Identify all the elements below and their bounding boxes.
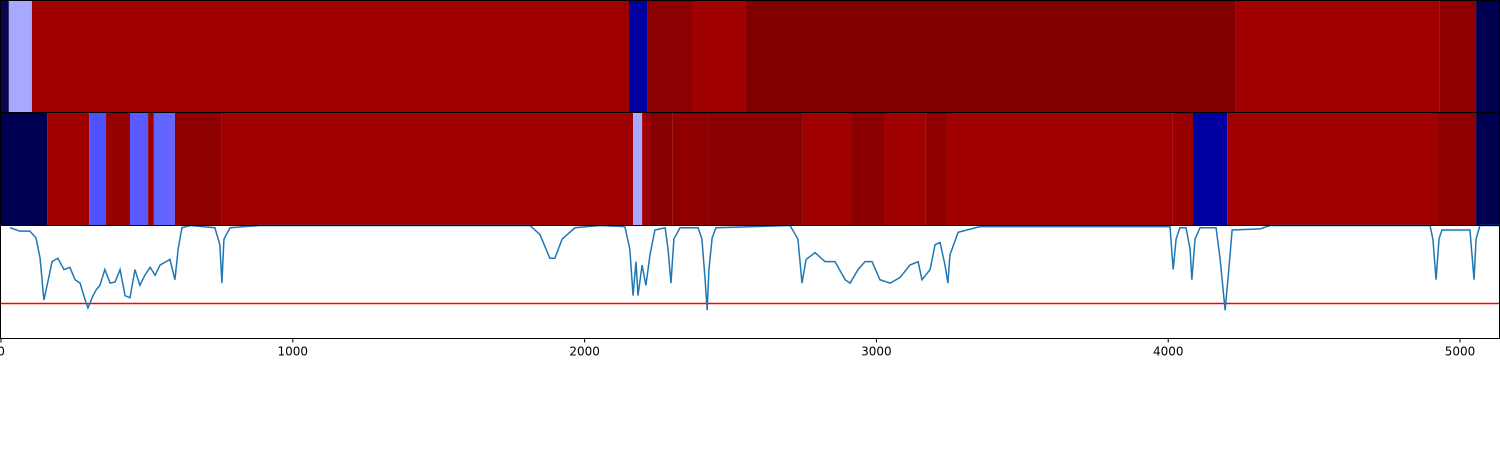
- heat-cell: [89, 112, 107, 226]
- heat-cell: [884, 112, 926, 226]
- heat-cell: [672, 112, 709, 226]
- x-tick-label: 2000: [569, 344, 600, 358]
- heat-cell: [1193, 112, 1228, 226]
- x-tick-label: 5000: [1445, 344, 1476, 358]
- panel-frame: [0, 225, 1500, 339]
- x-tick-label: 4000: [1153, 344, 1184, 358]
- heat-cell: [1227, 112, 1437, 226]
- heat-cell: [31, 0, 629, 113]
- heat-cell: [1439, 0, 1477, 113]
- heat-cell: [1, 112, 48, 226]
- heat-cell: [174, 112, 222, 226]
- heat-cell: [1, 0, 9, 113]
- heat-cell: [691, 0, 746, 113]
- x-tick-label: 3000: [861, 344, 892, 358]
- heat-cell: [745, 0, 1236, 113]
- heat-cell: [642, 112, 650, 226]
- heat-cell: [106, 112, 130, 226]
- heat-cell: [1436, 112, 1477, 226]
- x-tick-label: 1000: [278, 344, 309, 358]
- heat-cell: [649, 112, 673, 226]
- heat-cell: [221, 112, 634, 226]
- heat-cell: [851, 112, 885, 226]
- heat-cell: [708, 112, 803, 226]
- x-tick-label: 0: [0, 344, 5, 358]
- heat-cell: [129, 112, 149, 226]
- heat-cell: [1172, 112, 1194, 226]
- heat-cell: [1235, 0, 1440, 113]
- heat-cell: [1476, 112, 1500, 226]
- heat-cell: [633, 112, 643, 226]
- heat-cell: [153, 112, 175, 226]
- heat-cell: [148, 112, 154, 226]
- heat-cell: [1476, 0, 1500, 113]
- heat-cell: [925, 112, 948, 226]
- heat-cell: [8, 0, 32, 113]
- heat-cell: [628, 0, 648, 113]
- heat-cell: [47, 112, 90, 226]
- data-line: [9, 224, 1500, 311]
- heat-cell: [947, 112, 1173, 226]
- heat-cell: [647, 0, 692, 113]
- heat-cell: [802, 112, 852, 226]
